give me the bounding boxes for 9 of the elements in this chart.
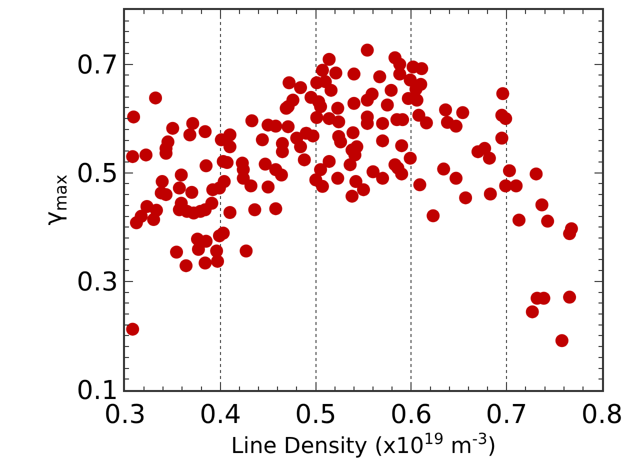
x-tick-label: 0.6 bbox=[390, 400, 432, 430]
y-tick-label: 0.3 bbox=[76, 268, 118, 298]
y-tick-label: 0.5 bbox=[76, 158, 118, 189]
x-axis-title: Line Density (x10$^{19}$ m$^{-3}$) bbox=[230, 430, 496, 460]
x-tick-label: 0.7 bbox=[486, 400, 528, 430]
y-tick-label: 0.7 bbox=[76, 50, 118, 80]
x-tick-label: 0.4 bbox=[200, 400, 242, 430]
x-tick-label: 0.8 bbox=[581, 400, 623, 430]
x-tick-label: 0.5 bbox=[295, 400, 336, 430]
